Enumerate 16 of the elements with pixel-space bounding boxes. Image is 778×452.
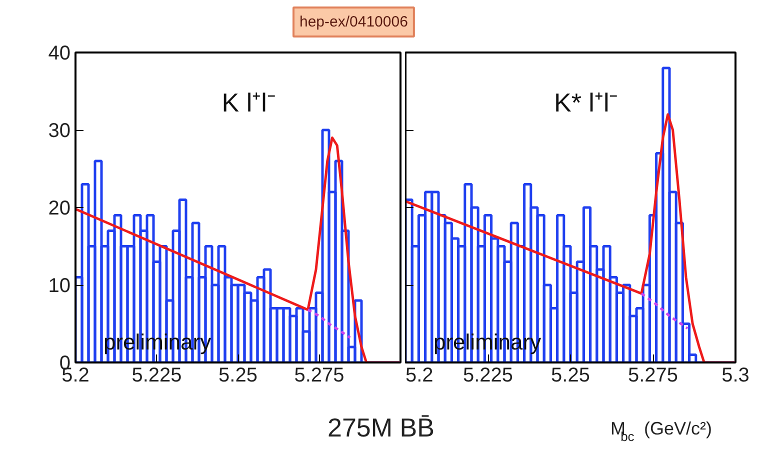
x-tick-label: 5.275 (628, 364, 678, 386)
text: K l⁺l⁻ (222, 88, 276, 118)
x-tick-label: 5.25 (218, 364, 258, 386)
text: K* l⁺l⁻ (554, 88, 618, 118)
text: hep-ex/0410006 (300, 14, 408, 30)
y-tick-label: 10 (48, 275, 71, 297)
x-tick-label: 5.225 (462, 364, 514, 386)
x-tick-label: 5.25 (551, 364, 590, 386)
y-tick-label: 40 (48, 42, 71, 64)
x-tick-label: 5.2 (406, 364, 434, 386)
x-tick-label: 5.3 (722, 364, 750, 386)
y-tick-label: 20 (48, 198, 71, 220)
x-tick-label: 5.225 (132, 364, 182, 386)
x-axis-title: 275M BB̄ (328, 412, 434, 442)
y-tick-label: 30 (48, 120, 71, 142)
x-tick-label: 5.275 (294, 364, 344, 386)
